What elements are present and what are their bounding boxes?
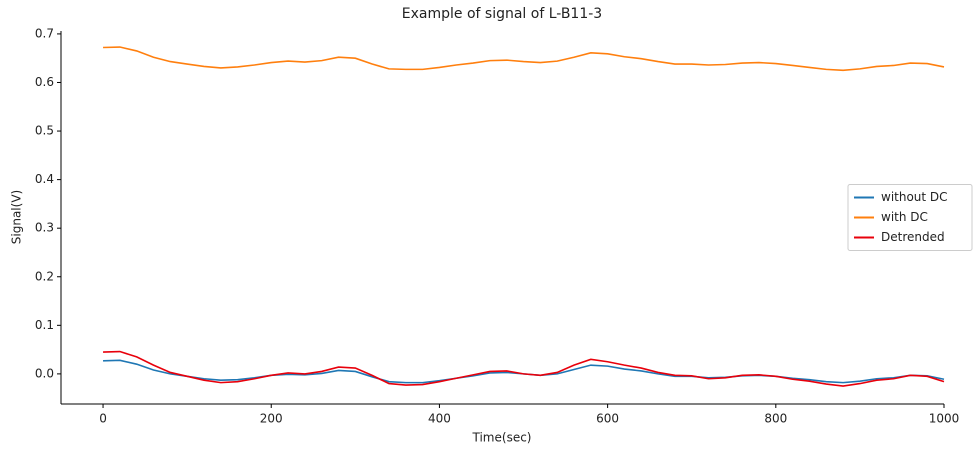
- legend-label: with DC: [881, 210, 928, 224]
- x-tick-label: 600: [596, 412, 619, 426]
- x-tick-label: 800: [764, 412, 787, 426]
- y-tick-label: 0.6: [35, 75, 54, 89]
- y-axis-label: Signal(V): [10, 190, 24, 244]
- legend-box: [847, 184, 973, 251]
- line-series: [103, 359, 945, 384]
- legend-label: Detrended: [881, 230, 945, 244]
- x-tick-label: 200: [260, 412, 283, 426]
- x-axis-label: Time(sec): [472, 431, 532, 445]
- line-series: [103, 350, 945, 387]
- y-tick-label: 0.1: [35, 318, 54, 332]
- x-tick-label: 1000: [929, 412, 960, 426]
- x-tick-label: 0: [99, 412, 107, 426]
- line-series: [103, 46, 945, 72]
- legend-label: without DC: [881, 190, 948, 204]
- legend: without DC with DC Detrended: [847, 184, 973, 251]
- y-tick-label: 0.0: [35, 366, 54, 380]
- chart-title: Example of signal of L-B11-3: [402, 6, 602, 22]
- y-tick-label: 0.2: [35, 269, 54, 283]
- y-tick-label: 0.5: [35, 124, 54, 138]
- y-tick-label: 0.7: [35, 26, 54, 40]
- x-tick-label: 400: [428, 412, 451, 426]
- y-tick-label: 0.3: [35, 221, 54, 235]
- y-tick-label: 0.4: [35, 172, 54, 186]
